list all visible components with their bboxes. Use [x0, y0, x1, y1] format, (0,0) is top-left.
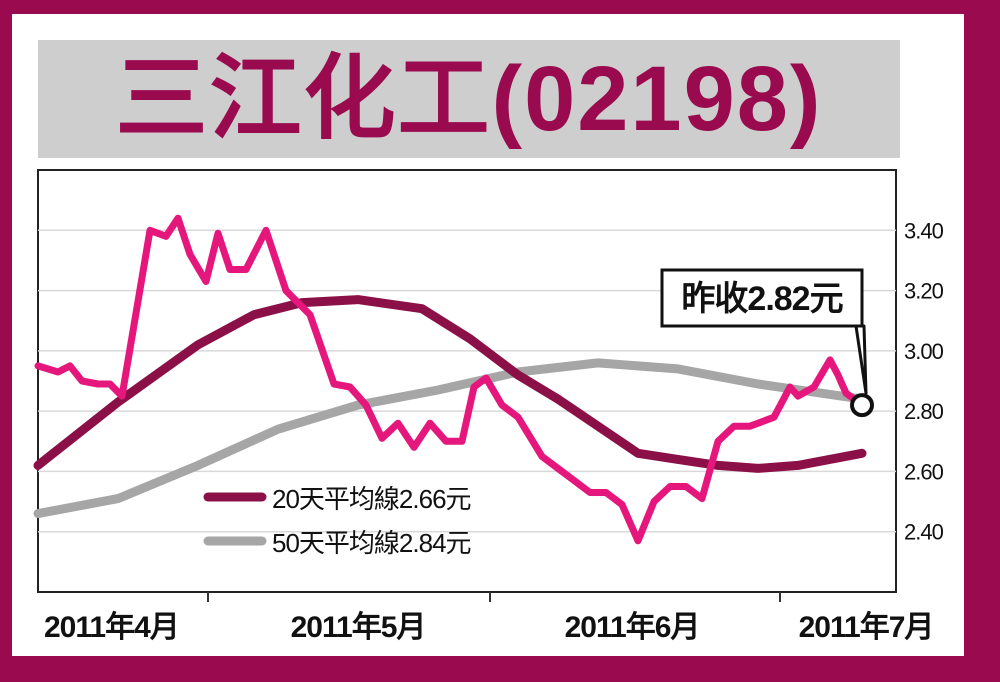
callout-label: 昨收2.82元: [681, 280, 843, 318]
x-tick-label: 2011年6月: [565, 611, 700, 644]
y-tick-label: 3.40: [904, 218, 944, 243]
callout-box: [660, 268, 864, 328]
callout-pointer: [848, 324, 868, 395]
legend-label: 50天平均線2.84元: [272, 528, 471, 558]
last-price-marker: [850, 393, 874, 418]
legend-label: 20天平均線2.66元: [272, 484, 471, 514]
title-banner: 三江化工(02198): [38, 40, 900, 158]
plot-frame: [37, 169, 897, 593]
y-tick-label: 2.80: [904, 399, 944, 424]
series-line-ma20: [33, 295, 867, 473]
series-line-price: [34, 214, 866, 545]
y-tick-label: 3.20: [904, 279, 944, 304]
chart-title: 三江化工(02198): [115, 48, 823, 150]
y-tick-label: 2.60: [904, 459, 944, 484]
x-tick-label: 2011年5月: [291, 611, 426, 644]
y-tick-label: 2.40: [904, 520, 944, 545]
x-tick-label: 2011年4月: [44, 611, 179, 644]
y-tick-label: 3.00: [904, 339, 944, 364]
x-tick-label: 2011年7月: [799, 611, 934, 644]
series-line-ma50: [33, 358, 867, 519]
